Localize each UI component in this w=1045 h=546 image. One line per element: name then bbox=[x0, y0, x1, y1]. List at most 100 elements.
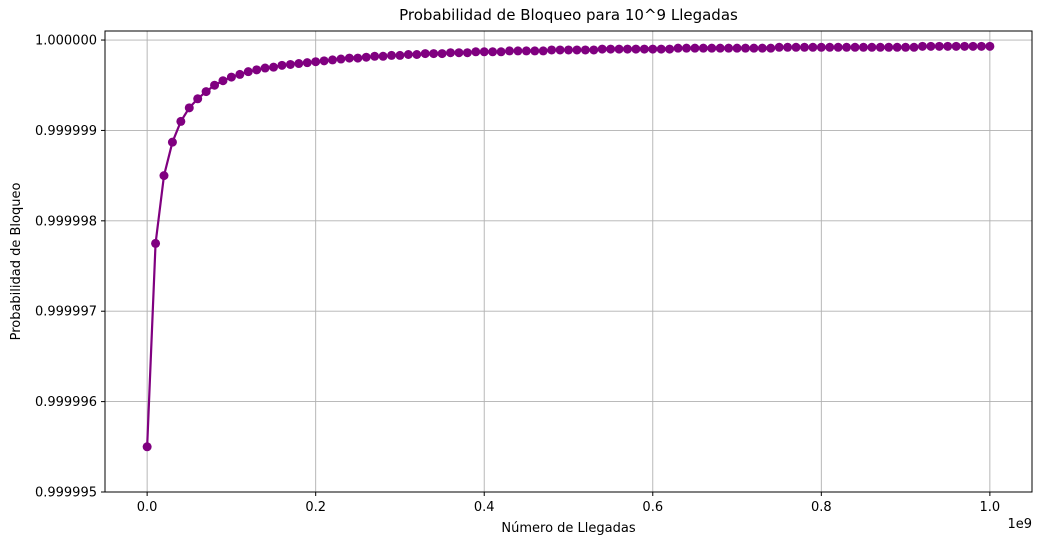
x-axis-offset-label: 1e9 bbox=[1007, 517, 1032, 532]
data-point bbox=[774, 42, 784, 52]
data-point bbox=[976, 41, 986, 51]
data-point bbox=[799, 42, 809, 52]
data-point bbox=[715, 43, 725, 53]
data-point bbox=[167, 137, 177, 147]
x-tick-label: 0.4 bbox=[474, 500, 495, 515]
data-point bbox=[462, 48, 472, 58]
data-point bbox=[606, 44, 616, 54]
data-point bbox=[302, 58, 312, 68]
data-point bbox=[698, 43, 708, 53]
data-point bbox=[488, 47, 498, 57]
y-tick-label: 0.999995 bbox=[35, 486, 97, 501]
y-axis-title: Probabilidad de Bloqueo bbox=[9, 183, 24, 341]
data-point bbox=[311, 57, 321, 67]
data-point bbox=[159, 171, 169, 181]
data-point bbox=[808, 42, 818, 52]
data-point bbox=[328, 55, 338, 65]
data-point bbox=[142, 442, 152, 452]
data-point bbox=[724, 43, 734, 53]
data-point bbox=[243, 67, 253, 77]
series bbox=[142, 41, 995, 452]
data-point bbox=[791, 42, 801, 52]
data-point bbox=[833, 42, 843, 52]
data-point bbox=[235, 69, 245, 79]
data-point bbox=[538, 46, 548, 56]
data-point bbox=[269, 62, 279, 72]
data-point bbox=[277, 60, 287, 70]
data-point bbox=[681, 43, 691, 53]
data-point bbox=[412, 50, 422, 60]
data-point bbox=[336, 54, 346, 64]
data-point bbox=[631, 44, 641, 54]
data-point bbox=[395, 50, 405, 60]
data-point bbox=[909, 42, 919, 52]
data-point bbox=[285, 59, 295, 69]
data-point bbox=[673, 43, 683, 53]
x-tick-label: 0.0 bbox=[137, 500, 158, 515]
data-point bbox=[521, 46, 531, 56]
data-point bbox=[403, 50, 413, 60]
x-tick-label: 0.2 bbox=[305, 500, 326, 515]
data-point bbox=[547, 45, 557, 55]
plot-frame bbox=[104, 30, 1033, 493]
y-tick-label: 0.999997 bbox=[35, 305, 97, 320]
data-point bbox=[690, 43, 700, 53]
data-point bbox=[479, 47, 489, 57]
data-point bbox=[892, 42, 902, 52]
data-point bbox=[614, 44, 624, 54]
data-point bbox=[766, 43, 776, 53]
data-point bbox=[193, 94, 203, 104]
data-point bbox=[353, 53, 363, 63]
data-point bbox=[917, 41, 927, 51]
data-point bbox=[210, 80, 220, 90]
ticks: 0.0 0.2 0.4 0.6 0.8 1.0 0.999995 0.999996 0.9999… bbox=[35, 34, 1000, 515]
data-point bbox=[429, 49, 439, 59]
data-point bbox=[387, 50, 397, 60]
data-point bbox=[589, 45, 599, 55]
data-point bbox=[707, 43, 717, 53]
data-point bbox=[420, 49, 430, 59]
data-point bbox=[513, 46, 523, 56]
x-axis-title: Número de Llegadas bbox=[501, 521, 635, 536]
data-point bbox=[951, 41, 961, 51]
x-tick-label: 0.8 bbox=[811, 500, 832, 515]
data-point bbox=[572, 45, 582, 55]
data-point bbox=[378, 51, 388, 61]
data-point bbox=[943, 41, 953, 51]
data-point bbox=[926, 41, 936, 51]
data-point bbox=[471, 47, 481, 57]
data-point bbox=[639, 44, 649, 54]
x-tick-label: 1.0 bbox=[980, 500, 1001, 515]
data-point bbox=[218, 76, 228, 86]
data-point bbox=[622, 44, 632, 54]
data-point bbox=[757, 43, 767, 53]
y-tick-label: 0.999999 bbox=[35, 124, 97, 139]
data-point bbox=[564, 45, 573, 55]
data-point bbox=[875, 42, 885, 52]
data-point bbox=[901, 42, 911, 52]
data-point bbox=[446, 48, 456, 58]
y-tick-label: 0.999996 bbox=[35, 395, 97, 410]
data-point bbox=[884, 42, 894, 52]
data-point bbox=[867, 42, 877, 52]
data-point bbox=[665, 44, 675, 54]
data-point bbox=[151, 238, 161, 248]
data-point bbox=[580, 45, 590, 55]
data-point bbox=[201, 87, 211, 97]
data-point bbox=[968, 41, 978, 51]
data-point bbox=[816, 42, 826, 52]
data-point bbox=[597, 44, 607, 54]
x-tick-label: 0.6 bbox=[642, 500, 663, 515]
data-point bbox=[184, 103, 194, 113]
data-point bbox=[226, 72, 236, 82]
data-point bbox=[370, 51, 380, 61]
y-tick-label: 0.999998 bbox=[35, 214, 97, 229]
data-point bbox=[842, 42, 852, 52]
data-point bbox=[294, 59, 304, 69]
data-point bbox=[825, 42, 835, 52]
y-tick-label: 1.000000 bbox=[35, 34, 97, 49]
data-point bbox=[732, 43, 742, 53]
data-point bbox=[361, 52, 371, 62]
